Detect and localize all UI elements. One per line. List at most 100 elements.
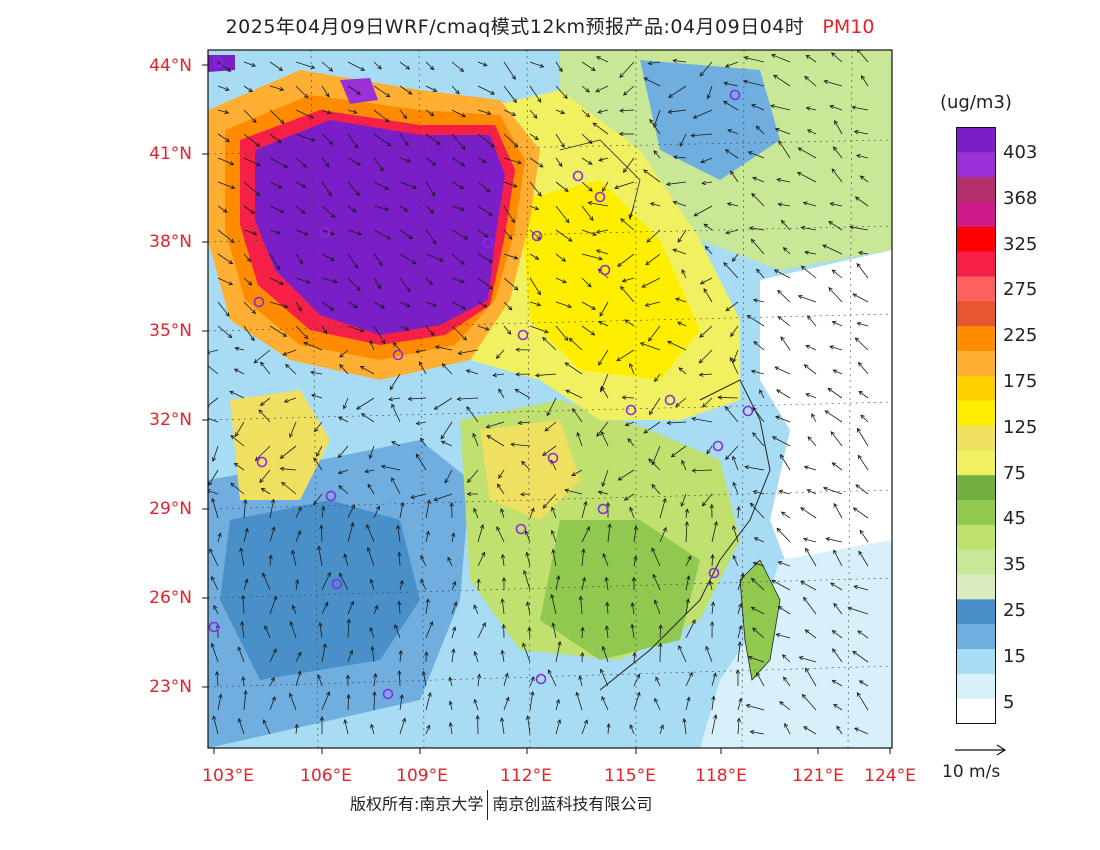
wind-arrow (565, 389, 583, 399)
wind-arrow-head (802, 537, 808, 542)
wind-arrow-head (699, 71, 705, 77)
wind-arrow (737, 641, 741, 663)
wind-arrow (678, 367, 687, 375)
wind-arrow-head (629, 506, 634, 512)
wind-arrow-head (473, 507, 478, 513)
wind-arrow-head (476, 673, 482, 679)
wind-arrow-head (252, 118, 257, 124)
wind-arrow-head (725, 307, 731, 312)
wind-arrow-head (337, 416, 343, 421)
wind-arrow (269, 555, 272, 567)
wind-arrow-head (251, 62, 257, 67)
wind-arrow (598, 349, 609, 366)
wind-arrow-head (653, 599, 658, 605)
wind-arrow (654, 698, 661, 711)
wind-arrow-head (773, 74, 778, 79)
wind-arrow-head (377, 284, 382, 290)
wind-arrow-head (213, 604, 218, 610)
wind-arrow-head (346, 618, 351, 624)
wind-arrow (737, 506, 740, 519)
wind-arrow-head (692, 114, 698, 119)
wind-arrow (685, 599, 689, 615)
lon-label-124: 124°E (864, 766, 916, 786)
wind-arrow (831, 168, 843, 183)
wind-arrow (805, 548, 817, 567)
wind-arrow-head (687, 555, 692, 561)
wind-arrow (629, 363, 635, 375)
wind-arrow (213, 715, 219, 735)
wind-arrow (208, 490, 219, 495)
wind-arrow-head (778, 140, 783, 145)
wind-arrow-head (255, 142, 261, 147)
colorbar-swatch (956, 251, 996, 277)
wind-arrow-head (352, 208, 357, 213)
wind-arrow (284, 397, 297, 403)
wind-arrow (555, 325, 569, 341)
wind-arrow (681, 269, 687, 279)
wind-arrow (750, 502, 765, 519)
wind-arrow (347, 650, 353, 663)
wind-arrow-head (246, 257, 252, 263)
wind-arrow-head (749, 502, 755, 508)
wind-arrow (373, 325, 386, 344)
wind-arrow (515, 389, 531, 399)
wind-arrow (693, 205, 713, 217)
wind-arrow (627, 438, 635, 447)
wind-arrow (373, 673, 376, 687)
wind-arrow (367, 547, 375, 567)
wind-arrow-head (706, 449, 711, 455)
wind-arrow (709, 580, 713, 591)
wind-arrow (705, 646, 713, 663)
wind-arrow-head (550, 593, 555, 599)
wind-arrow-head (752, 432, 757, 437)
wind-arrow-head (510, 442, 515, 447)
wind-arrow-head (476, 578, 481, 584)
wind-arrow-head (282, 351, 288, 356)
wind-arrow (753, 341, 765, 351)
wind-arrow-head (391, 441, 396, 446)
wind-arrow-head (653, 150, 658, 155)
wind-arrow-head (384, 206, 390, 211)
wind-arrow-head (581, 548, 586, 554)
wind-arrow-head (500, 553, 506, 559)
wind-arrow (320, 525, 323, 543)
wind-arrow (800, 507, 817, 519)
wind-arrow-head (811, 413, 816, 418)
wind-arrow-head (460, 260, 465, 265)
wind-arrow (295, 61, 315, 69)
wind-arrow (311, 394, 323, 399)
wind-arrow (398, 552, 401, 567)
wind-arrow (551, 507, 557, 519)
wind-arrow-head (441, 363, 447, 368)
wind-arrow-head (854, 196, 860, 201)
wind-arrow (399, 61, 410, 70)
wind-arrow (529, 157, 544, 168)
wind-arrow (289, 421, 297, 438)
wind-arrow-head (351, 504, 355, 509)
wind-arrow (477, 674, 480, 687)
wind-arrow (685, 697, 690, 711)
wind-arrow (434, 397, 453, 410)
wind-arrow (832, 630, 843, 639)
wind-arrow-head (682, 717, 687, 723)
wind-arrow (699, 373, 713, 376)
wind-arrow-head (667, 340, 672, 345)
wind-arrow (542, 445, 557, 456)
wind-arrow (596, 56, 609, 63)
wind-arrow-head (326, 571, 331, 577)
wind-arrow (392, 342, 401, 351)
wind-arrow-head (631, 576, 637, 582)
wind-arrow (420, 555, 427, 567)
wind-arrow (347, 325, 364, 332)
wind-arrow (859, 530, 869, 543)
wind-arrow (633, 652, 636, 663)
wind-arrow-head (564, 488, 569, 493)
wind-arrow-head (737, 641, 742, 646)
wind-arrow-head (366, 546, 371, 552)
wind-arrow (702, 493, 713, 507)
lon-label-106: 106°E (300, 766, 352, 786)
wind-arrow-head (297, 506, 302, 512)
wind-arrow (807, 489, 817, 495)
wind-arrow (832, 321, 843, 327)
wind-arrow (555, 277, 567, 284)
